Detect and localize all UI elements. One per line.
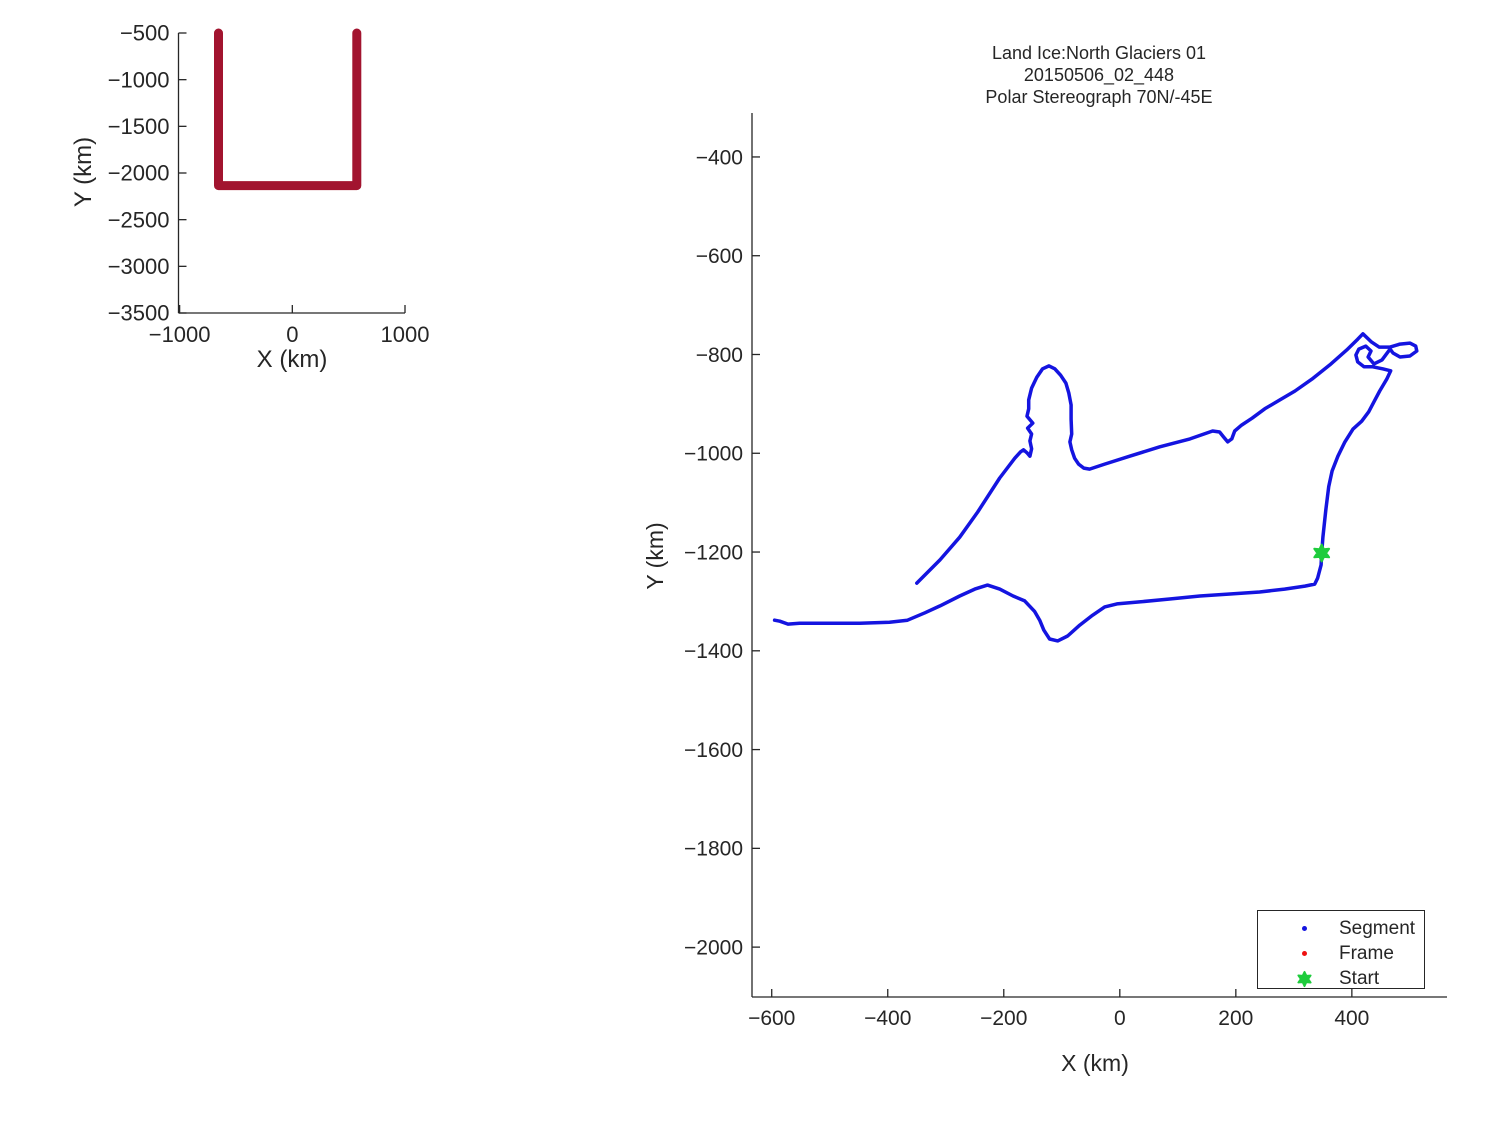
x-tick-label: 0 <box>286 322 298 347</box>
star-glyph <box>1297 970 1312 987</box>
overview-x-axis-label: X (km) <box>256 346 328 373</box>
y-tick-label: −3000 <box>108 254 170 279</box>
y-tick-label: −1000 <box>684 443 743 466</box>
flight-track-overview-plot: −500−1000−1500−2000−2500−3000−3500−1000 0… <box>108 21 430 347</box>
y-tick-label: −2000 <box>108 161 170 186</box>
main-plot-title: Land Ice:North Glaciers 01 20150506_02_4… <box>799 42 1399 108</box>
main-y-axis-label: Y (km) <box>642 522 668 590</box>
legend-item-start: Start <box>1258 966 1424 991</box>
main-x-axis-label: X (km) <box>1061 1050 1129 1076</box>
y-tick-label: −1200 <box>684 541 743 564</box>
x-tick-label: −600 <box>748 1007 795 1030</box>
y-tick-label: −1600 <box>684 739 743 762</box>
title-line-1: Land Ice:North Glaciers 01 <box>991 43 1207 63</box>
x-tick-label: 400 <box>1334 1007 1369 1030</box>
legend-label-segment: Segment <box>1339 917 1416 939</box>
legend-item-segment: Segment <box>1258 916 1424 941</box>
x-tick-label: −1000 <box>149 322 211 347</box>
x-tick-label: −400 <box>864 1007 911 1030</box>
full-mission-track <box>214 28 362 191</box>
y-tick-label: −400 <box>696 146 743 169</box>
segment-frame-map-plot: −400 −600 −800 −1000 −1200 −1400 −1600 −1800 −20… <box>684 113 1447 1030</box>
start-star-icon <box>1296 970 1313 987</box>
x-tick-label: 0 <box>1114 1007 1126 1030</box>
x-tick-label: 200 <box>1218 1007 1253 1030</box>
y-tick-label: −1400 <box>684 640 743 663</box>
segment-track <box>772 332 1419 643</box>
start-marker <box>1313 543 1331 563</box>
y-tick-label: −500 <box>120 21 170 46</box>
legend-label-start: Start <box>1339 967 1380 989</box>
title-line-2: 20150506_02_448 <box>1023 65 1175 85</box>
legend-label-frame: Frame <box>1339 942 1394 964</box>
overview-y-axis-label: Y (km) <box>70 136 97 208</box>
y-tick-label: −2500 <box>108 207 170 232</box>
title-line-3: Polar Stereograph 70N/-45E <box>985 87 1213 107</box>
frame-dot-icon <box>1296 945 1313 962</box>
y-tick-label: −1500 <box>108 114 170 139</box>
y-tick-label: −3500 <box>108 301 170 326</box>
y-tick-label: −800 <box>696 344 743 367</box>
legend: Segment Frame Start <box>1257 910 1425 989</box>
segment-dot-icon <box>1296 920 1313 937</box>
y-tick-label: −1000 <box>108 67 170 92</box>
y-tick-label: −1800 <box>684 838 743 861</box>
legend-item-frame: Frame <box>1258 941 1424 966</box>
y-tick-label: −2000 <box>684 936 743 959</box>
x-tick-label: −200 <box>980 1007 1027 1030</box>
x-tick-label: 1000 <box>381 322 430 347</box>
y-tick-label: −600 <box>696 245 743 268</box>
